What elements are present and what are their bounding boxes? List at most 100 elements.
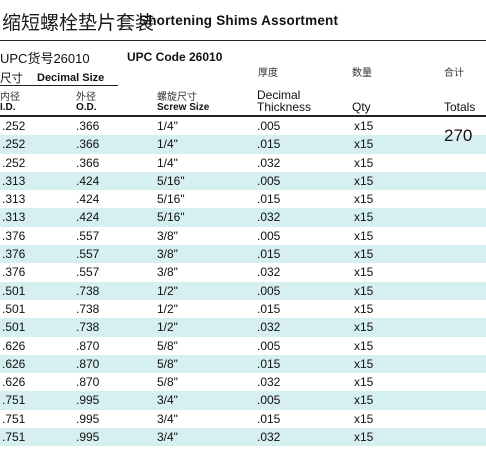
cell-screw-size: 3/8" [157,228,178,243]
table-row: .313 .424 5/16" .032 x15 [0,208,486,227]
cell-qty: x15 [354,155,374,170]
size-header-en: Decimal Size [37,72,105,84]
cell-od: .557 [76,228,100,243]
cell-od: .738 [76,301,100,316]
table-row: .751 .995 3/4" .032 x15 [0,428,486,447]
cell-thickness: .032 [257,155,281,170]
cell-screw-size: 5/8" [157,338,178,353]
title-cn: 缩短螺栓垫片套装 [2,13,155,34]
cell-screw-size: 1/2" [157,320,178,335]
cell-id: .252 [2,137,26,152]
size-header-cn: 尺寸 [0,73,23,85]
totals-header-cn: 合计 [444,68,464,79]
cell-qty: x15 [354,356,374,371]
cell-id: .751 [2,411,26,426]
cell-screw-size: 5/8" [157,375,178,390]
table-row: .751 .995 3/4" .005 x15 [0,391,486,410]
cell-id: .252 [2,155,26,170]
cell-qty: x15 [354,173,374,188]
cell-thickness: .015 [257,247,281,262]
cell-id: .376 [2,247,26,262]
cell-od: .557 [76,247,100,262]
cell-od: .870 [76,375,100,390]
cell-qty: x15 [354,393,374,408]
cell-thickness: .032 [257,430,281,445]
cell-screw-size: 5/16" [157,192,185,207]
id-header-en: I.D. [0,102,16,113]
thickness-header-en-2: Thickness [257,100,312,114]
cell-od: .738 [76,320,100,335]
table-row: .313 .424 5/16" .015 x15 [0,190,486,208]
cell-qty: x15 [354,411,374,426]
cell-qty: x15 [354,228,374,243]
cell-id: .313 [2,173,26,188]
thickness-header-cn: 厚度 [258,68,278,79]
cell-thickness: .005 [257,283,281,298]
cell-qty: x15 [354,265,374,280]
od-header-en: O.D. [76,102,97,113]
cell-thickness: .005 [257,338,281,353]
header-rule [0,115,486,117]
cell-od: .738 [76,283,100,298]
title-rule [0,40,486,41]
cell-qty: x15 [354,430,374,445]
cell-screw-size: 3/4" [157,411,178,426]
cell-thickness: .032 [257,320,281,335]
cell-screw-size: 1/2" [157,283,178,298]
cell-od: .424 [76,210,100,225]
upc-cn: UPC货号26010 [0,51,90,66]
table-row: .376 .557 3/8" .032 x15 [0,263,486,281]
cell-id: .252 [2,119,26,133]
cell-id: .376 [2,228,26,243]
cell-thickness: .005 [257,119,281,133]
cell-id: .376 [2,265,26,280]
table-row: .376 .557 3/8" .015 x15 [0,245,486,264]
cell-id: .313 [2,192,26,207]
cell-thickness: .005 [257,393,281,408]
cell-od: .995 [76,393,100,408]
cell-screw-size: 5/16" [157,173,185,188]
id-header-cn: 内径 [0,92,20,103]
table-row: .252 .366 1/4" .005 x15 [0,117,486,135]
shim-table: .252.366 1/4" .005 x15.252.366 1/4" .015 x15.2… [0,117,486,447]
cell-thickness: .015 [257,356,281,371]
cell-qty: x15 [354,192,374,207]
table-row: .252 .366 1/4" .015 x15 [0,135,486,154]
cell-id: .626 [2,375,26,390]
cell-od: .995 [76,411,100,426]
cell-id: .626 [2,338,26,353]
cell-id: .313 [2,210,26,225]
cell-qty: x15 [354,283,374,298]
cell-screw-size: 3/8" [157,247,178,262]
cell-thickness: .005 [257,173,281,188]
totals-header-en: Totals [444,100,476,114]
cell-od: .995 [76,430,100,445]
cell-screw-size: 1/4" [157,137,178,152]
cell-thickness: .015 [257,192,281,207]
cell-od: .870 [76,338,100,353]
cell-screw-size: 1/2" [157,301,178,316]
cell-od: .870 [76,356,100,371]
cell-screw-size: 3/4" [157,393,178,408]
title-en: Shortening Shims Assortment [139,13,339,28]
cell-id: .751 [2,393,26,408]
table-row: .626 .870 5/8" .005 x15 [0,337,486,355]
cell-screw-size: 1/4" [157,155,178,170]
cell-screw-size: 5/16" [157,210,185,225]
cell-qty: x15 [354,375,374,390]
cell-qty: x15 [354,247,374,262]
cell-thickness: .005 [257,228,281,243]
screw-header-en: Screw Size [157,102,210,113]
table-row: .751 .995 3/4" .015 x15 [0,410,486,428]
table-row: .501 .738 1/2" .015 x15 [0,300,486,318]
qty-header-cn: 数量 [352,68,372,79]
cell-od: .366 [76,137,100,152]
cell-screw-size: 5/8" [157,356,178,371]
cell-screw-size: 1/4" [157,119,178,133]
cell-qty: x15 [354,119,374,133]
cell-od: .366 [76,119,100,133]
cell-od: .424 [76,173,100,188]
cell-od: .424 [76,192,100,207]
cell-qty: x15 [354,210,374,225]
cell-thickness: .015 [257,411,281,426]
